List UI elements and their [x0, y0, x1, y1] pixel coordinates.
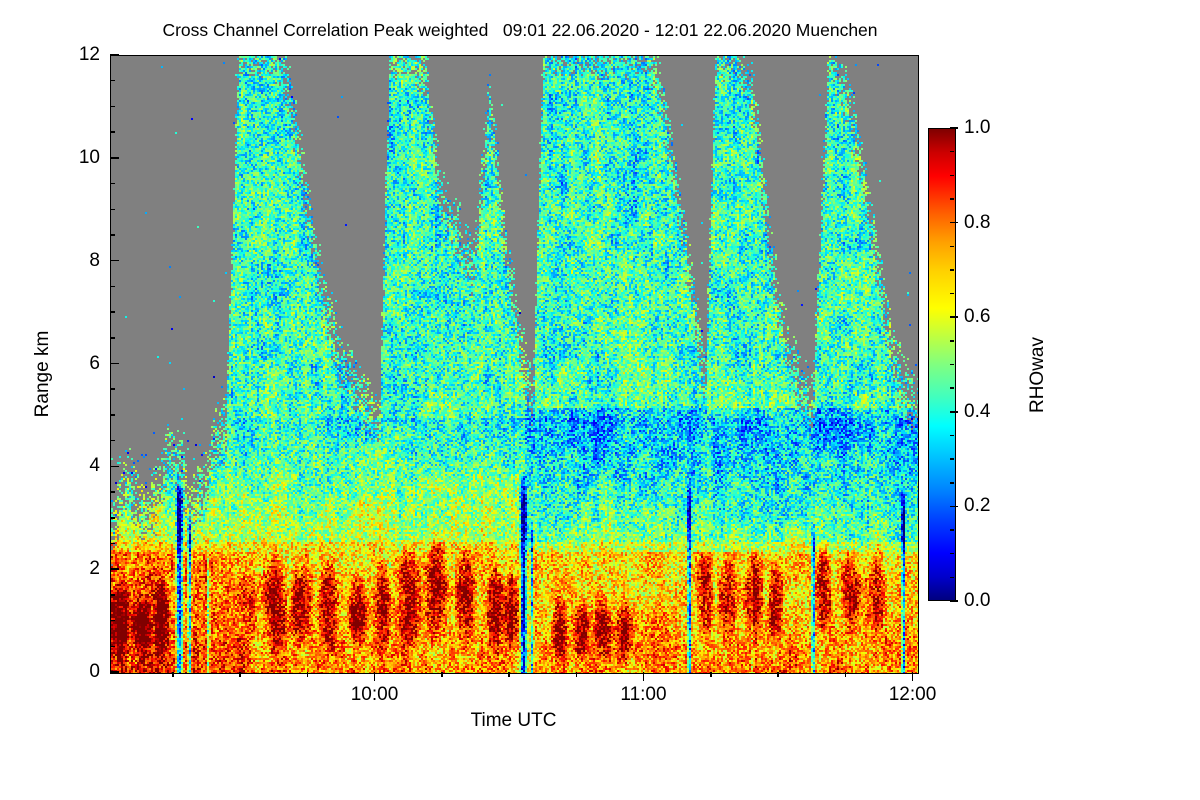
x-tick-mark — [642, 672, 645, 681]
colorbar-tick-mark — [950, 340, 954, 342]
colorbar-title: RHOwav — [1027, 337, 1048, 414]
y-tick-mark — [110, 337, 115, 339]
x-tick-mark — [373, 672, 376, 681]
colorbar-tick-mark — [950, 434, 954, 437]
y-axis-labels: 0 2 4 6 8 10 12 — [50, 0, 100, 800]
y-tick-mark — [110, 362, 119, 365]
colorbar-tick-mark — [950, 292, 954, 295]
y-tick-label: 2 — [89, 558, 100, 580]
colorbar-tick-label: 0.2 — [964, 495, 991, 517]
x-tick-mark — [777, 672, 779, 677]
y-tick-mark — [110, 568, 119, 570]
x-tick-label: 10:00 — [350, 684, 399, 705]
colorbar-tick-mark — [950, 387, 954, 389]
colorbar-tick-mark — [950, 600, 958, 602]
x-tick-mark — [172, 672, 174, 677]
colorbar-tick-label: 0.4 — [964, 400, 991, 422]
y-tick-mark — [110, 208, 115, 210]
y-tick-mark — [110, 131, 115, 133]
y-tick-mark — [110, 619, 115, 622]
colorbar-tick-label: 0.6 — [964, 306, 991, 328]
colorbar-tick-mark — [950, 458, 954, 460]
colorbar-tick-mark — [950, 482, 954, 484]
colorbar-tick-label: 1.0 — [964, 117, 991, 138]
colorbar-tick-mark — [950, 221, 958, 224]
x-tick-label: 12:00 — [888, 684, 937, 705]
x-tick-label: 11:00 — [620, 684, 667, 705]
y-axis-title: Range km — [32, 330, 53, 418]
x-tick-mark — [508, 672, 510, 677]
x-tick-mark — [911, 672, 914, 681]
y-tick-mark — [110, 54, 119, 56]
x-tick-mark — [844, 672, 846, 677]
colorbar-tick-label: 0.8 — [964, 211, 991, 233]
y-tick-label: 12 — [78, 44, 100, 65]
y-tick-mark — [110, 645, 115, 648]
colorbar-tick-mark — [950, 269, 954, 271]
y-tick-label: 10 — [78, 146, 100, 168]
colorbar-tick-mark — [950, 316, 958, 318]
y-tick-mark — [110, 182, 115, 185]
y-tick-mark — [110, 671, 119, 673]
x-tick-mark — [239, 672, 241, 677]
colorbar-tick-label: 0.0 — [964, 590, 991, 611]
y-tick-label: 0 — [89, 661, 100, 682]
y-tick-mark — [110, 465, 119, 468]
colorbar-tick-mark — [950, 529, 954, 531]
x-tick-mark — [575, 672, 577, 677]
colorbar-tick-mark — [950, 576, 954, 579]
colorbar-tick-mark — [950, 245, 954, 247]
y-tick-mark — [110, 259, 119, 262]
y-tick-mark — [110, 517, 115, 519]
y-tick-mark — [110, 439, 115, 442]
colorbar-tick-mark — [950, 150, 954, 153]
y-tick-label: 8 — [89, 249, 100, 271]
y-tick-mark — [110, 542, 115, 545]
page-title: Cross Channel Correlation Peak weighted … — [162, 20, 878, 40]
y-tick-mark — [110, 414, 115, 416]
colorbar-tick-mark — [950, 198, 954, 200]
y-tick-mark — [110, 594, 115, 596]
colorbar-tick-mark — [950, 127, 958, 129]
y-tick-mark — [110, 79, 115, 82]
colorbar-tick-mark — [950, 411, 958, 413]
y-tick-label: 4 — [89, 455, 100, 477]
y-tick-mark — [110, 388, 115, 390]
x-tick-mark — [306, 672, 308, 677]
colorbar-tick-mark — [950, 363, 954, 366]
y-tick-mark — [110, 234, 115, 236]
colorbar-tick-mark — [950, 552, 954, 555]
y-tick-label: 6 — [89, 352, 100, 374]
y-tick-mark — [110, 285, 115, 288]
y-tick-mark — [110, 157, 119, 159]
x-tick-mark — [441, 672, 443, 677]
y-tick-mark — [110, 311, 115, 313]
heatmap-plot-area — [110, 55, 919, 674]
x-tick-mark — [710, 672, 712, 677]
colorbar-tick-mark — [950, 505, 958, 508]
x-axis-title: Time UTC — [470, 710, 557, 731]
y-tick-mark — [110, 105, 115, 108]
y-tick-mark — [110, 491, 115, 493]
heatmap-canvas — [111, 56, 918, 673]
colorbar-tick-mark — [950, 174, 954, 177]
